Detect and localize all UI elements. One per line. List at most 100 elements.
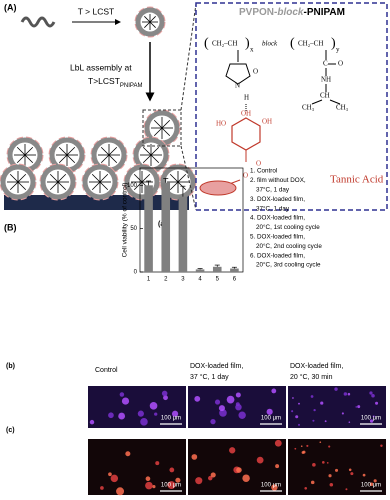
sub-label: (c): [6, 427, 15, 434]
chain: [142, 146, 152, 156]
chain: [144, 21, 151, 28]
chain: [24, 154, 34, 164]
cell: [191, 454, 198, 460]
cell: [274, 439, 282, 447]
cell: [235, 403, 242, 411]
cell: [121, 397, 130, 405]
ring: [231, 117, 261, 151]
legend-entry: 5. DOX-loaded film,: [250, 233, 305, 240]
cell: [312, 419, 315, 422]
chem: C: [323, 60, 328, 68]
cell: [292, 397, 294, 399]
panel-label: (A): [4, 2, 17, 12]
legend-entry: 2. film without DOX,: [250, 177, 306, 184]
chem: CH₂–CH: [212, 40, 237, 48]
t: PVPON-: [239, 7, 277, 18]
chain: [144, 16, 151, 23]
chain: [133, 173, 143, 183]
cell: [149, 402, 158, 410]
y-label: Cell viability (% of control): [122, 183, 129, 258]
cell: [100, 486, 104, 490]
cell: [312, 463, 316, 467]
cell: [271, 484, 278, 491]
legend-entry: 37°C, 1 day: [256, 185, 290, 193]
gallate: [199, 180, 237, 196]
chain: [91, 173, 101, 183]
cell: [324, 420, 327, 423]
bracket: ): [245, 36, 250, 51]
cell: [300, 445, 303, 448]
chain: [149, 16, 156, 23]
x-tick-label: 5: [216, 277, 220, 283]
bar: [230, 268, 239, 272]
chem: OH: [262, 118, 272, 126]
structure: ( CH₂–CH ) x block ( CH₂–CH ) y N O H C …: [204, 36, 349, 112]
t: -PNIPAM: [303, 7, 344, 18]
cell: [328, 474, 332, 478]
legend-entry: 1. Control: [250, 168, 277, 175]
cell: [362, 473, 366, 477]
chem: O: [253, 68, 258, 76]
bond: [311, 99, 323, 105]
chain: [57, 181, 67, 191]
legend-entry: 3. DOX-loaded film,: [250, 196, 305, 203]
cell: [355, 406, 358, 408]
cell: [238, 411, 246, 419]
cell: [343, 392, 348, 396]
cell: [218, 405, 225, 412]
cell: [163, 395, 168, 401]
cell: [155, 461, 160, 466]
cell: [229, 447, 236, 454]
scale-label: 100 μm: [161, 483, 181, 489]
cell: [119, 392, 125, 397]
cell: [320, 401, 324, 405]
chain: [169, 173, 179, 183]
cell: [118, 412, 126, 420]
cell: [235, 392, 241, 398]
zoom-line: [180, 3, 197, 111]
cell: [322, 461, 325, 464]
cell: [294, 447, 297, 450]
tannic-label: Tannic Acid: [330, 174, 384, 186]
chain: [142, 154, 152, 164]
cell: [140, 418, 148, 426]
chem: x: [250, 46, 254, 54]
panel-label: (B): [4, 222, 17, 232]
chain: [149, 21, 156, 28]
cell: [373, 479, 377, 483]
micrograph: [288, 439, 386, 495]
chem: CH: [320, 92, 330, 100]
chain: [99, 173, 109, 183]
sub-label: (b): [6, 363, 15, 370]
chain: [24, 146, 34, 156]
chain: [141, 173, 151, 183]
y-tick-label: 0: [134, 270, 138, 276]
micrographs: 100 μm 100 μm 100 μm 100 μm 100 μm 100 μm: [88, 386, 386, 496]
chain: [108, 154, 118, 164]
cell: [369, 391, 373, 395]
col-label: 20 °C, 30 min: [290, 373, 333, 381]
t: block: [277, 7, 304, 18]
lbl-temp: T>LCSTPNIPAM: [88, 76, 142, 88]
cell: [226, 395, 235, 404]
cell: [341, 412, 344, 415]
chain: [58, 154, 68, 164]
cell: [380, 444, 383, 447]
cell: [306, 444, 309, 447]
chain: [57, 173, 67, 183]
chain: [108, 146, 118, 156]
cell: [328, 445, 331, 448]
chem: block: [262, 40, 278, 48]
cell: [357, 405, 361, 409]
cell: [161, 390, 168, 397]
cell: [137, 410, 144, 417]
chem: H: [244, 94, 249, 102]
cell: [208, 475, 213, 481]
inset-title: PVPON-block-PNIPAM: [239, 7, 345, 18]
zoom-line: [180, 145, 197, 211]
cell: [329, 482, 334, 487]
chem: N: [235, 82, 240, 90]
y-tick-label: 50: [130, 226, 137, 232]
micrograph: [88, 386, 186, 428]
cell: [313, 408, 316, 412]
